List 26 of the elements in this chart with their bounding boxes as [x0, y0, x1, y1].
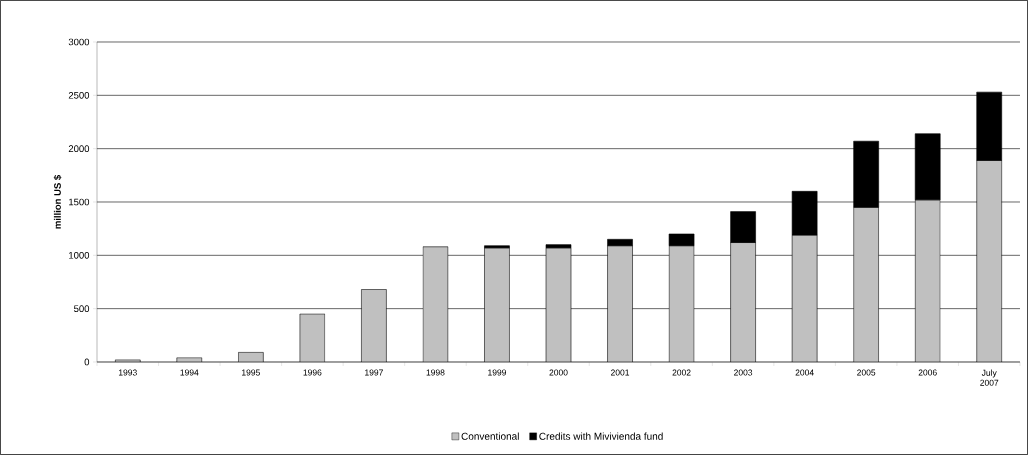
x-tick-label: 2001 [611, 369, 630, 376]
x-tick-label: July 2007 [980, 369, 999, 386]
x-tick-label: 1999 [488, 369, 507, 376]
x-tick-label: 1998 [426, 369, 445, 376]
x-tick-label: 2005 [857, 369, 876, 376]
y-tick-label: 1500 [69, 198, 90, 206]
y-tick-label: 2500 [68, 91, 90, 99]
x-tick-label: 1994 [180, 369, 199, 376]
x-tick-label: 2003 [734, 369, 753, 376]
y-tick-label: 3000 [68, 38, 90, 46]
y-axis-title: million US $ [53, 174, 62, 229]
x-tick-label: 2006 [918, 369, 937, 376]
x-tick-label: 1996 [303, 369, 322, 376]
x-tick-label: 2002 [672, 369, 691, 376]
y-tick-label: 1000 [69, 251, 90, 259]
legend-label: Conventional [461, 432, 519, 440]
y-tick-label: 2000 [68, 145, 90, 153]
x-tick-label: 1995 [242, 369, 260, 376]
x-tick-label: 2004 [795, 369, 814, 376]
x-tick-label: 1997 [365, 369, 383, 376]
x-tick-label: 2000 [549, 369, 568, 376]
y-tick-label: 500 [74, 305, 90, 313]
legend-label: Credits with Mivivienda fund [539, 432, 663, 440]
x-tick-label: 1993 [118, 369, 137, 376]
y-tick-label: 0 [84, 358, 90, 366]
bar [299, 313, 326, 362]
